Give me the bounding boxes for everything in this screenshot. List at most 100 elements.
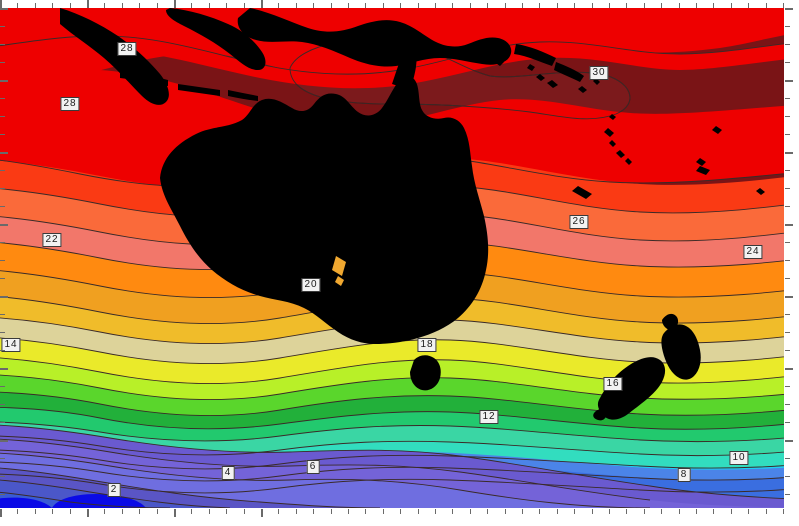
x-tick-minor-bottom <box>452 509 453 514</box>
y-tick-minor-right <box>785 350 790 351</box>
x-tick-minor-bottom <box>383 509 384 514</box>
y-tick-minor-left <box>0 134 5 135</box>
x-tick-minor-top <box>766 3 767 8</box>
x-tick-minor-bottom <box>766 509 767 514</box>
contour-label-12: 12 <box>479 410 499 424</box>
x-tick-minor-bottom <box>400 509 401 514</box>
x-tick-minor-top <box>644 3 645 8</box>
contour-label-28a: 28 <box>117 42 137 56</box>
y-tick-minor-right <box>785 206 790 207</box>
contour-label-2: 2 <box>107 483 121 497</box>
y-tick-minor-right <box>785 314 790 315</box>
y-tick-minor-left <box>0 260 5 261</box>
contour-label-22: 22 <box>42 233 62 247</box>
x-tick-minor-bottom <box>696 509 697 514</box>
x-tick-minor-bottom <box>365 509 366 514</box>
x-tick-minor-top <box>435 3 436 8</box>
map-plot-area: 30 28 28 26 24 22 20 18 16 14 12 10 8 6 … <box>0 8 785 509</box>
x-tick-minor-top <box>139 3 140 8</box>
x-tick-minor-top <box>418 3 419 8</box>
x-tick-minor-bottom <box>209 509 210 514</box>
y-tick-major-right <box>785 440 793 442</box>
x-tick-minor-bottom <box>191 509 192 514</box>
x-tick-minor-top <box>383 3 384 8</box>
x-tick-minor-top <box>626 3 627 8</box>
x-tick-minor-bottom <box>783 509 784 514</box>
y-tick-minor-left <box>0 62 5 63</box>
x-tick-major-bottom <box>174 509 176 517</box>
x-tick-major-top <box>174 0 176 8</box>
y-tick-minor-left <box>0 98 5 99</box>
y-tick-major-right <box>785 368 793 370</box>
x-tick-minor-top <box>452 3 453 8</box>
x-tick-minor-top <box>244 3 245 8</box>
y-tick-minor-right <box>785 332 790 333</box>
x-tick-minor-top <box>731 3 732 8</box>
x-tick-minor-top <box>17 3 18 8</box>
x-tick-major-top <box>261 0 263 8</box>
x-tick-minor-bottom <box>470 509 471 514</box>
y-tick-major-left <box>0 152 8 154</box>
x-tick-minor-bottom <box>226 509 227 514</box>
right-axis <box>784 8 799 508</box>
contour-label-10: 10 <box>729 451 749 465</box>
x-tick-minor-top <box>574 3 575 8</box>
contour-label-28b: 28 <box>60 97 80 111</box>
y-tick-major-right <box>785 152 793 154</box>
y-tick-minor-left <box>0 386 5 387</box>
x-tick-minor-top <box>557 3 558 8</box>
y-tick-minor-left <box>0 458 5 459</box>
x-tick-minor-bottom <box>661 509 662 514</box>
x-tick-minor-top <box>487 3 488 8</box>
y-tick-minor-left <box>0 116 5 117</box>
x-tick-minor-top <box>70 3 71 8</box>
x-tick-minor-bottom <box>418 509 419 514</box>
x-tick-minor-top <box>157 3 158 8</box>
y-tick-minor-left <box>0 242 5 243</box>
x-tick-minor-bottom <box>296 509 297 514</box>
y-tick-minor-right <box>785 404 790 405</box>
y-tick-minor-right <box>785 188 790 189</box>
y-tick-minor-left <box>0 170 5 171</box>
x-tick-minor-bottom <box>731 509 732 514</box>
y-tick-minor-right <box>785 494 790 495</box>
x-tick-minor-bottom <box>626 509 627 514</box>
y-tick-minor-right <box>785 242 790 243</box>
x-tick-minor-top <box>209 3 210 8</box>
x-tick-minor-bottom <box>139 509 140 514</box>
y-tick-major-left <box>0 8 8 10</box>
contour-label-6: 6 <box>306 460 320 474</box>
y-tick-minor-right <box>785 422 790 423</box>
x-tick-minor-top <box>226 3 227 8</box>
contour-label-14: 14 <box>1 338 21 352</box>
y-tick-minor-left <box>0 44 5 45</box>
x-tick-minor-bottom <box>52 509 53 514</box>
x-tick-minor-bottom <box>644 509 645 514</box>
y-tick-minor-left <box>0 494 5 495</box>
x-tick-minor-bottom <box>435 509 436 514</box>
x-tick-minor-top <box>522 3 523 8</box>
y-tick-minor-right <box>785 98 790 99</box>
y-tick-major-right <box>785 224 793 226</box>
y-tick-major-right <box>785 8 793 10</box>
y-tick-minor-left <box>0 278 5 279</box>
contour-label-4: 4 <box>221 466 235 480</box>
x-tick-minor-top <box>679 3 680 8</box>
x-tick-minor-top <box>313 3 314 8</box>
x-tick-minor-bottom <box>278 509 279 514</box>
x-tick-minor-bottom <box>505 509 506 514</box>
contour-label-24: 24 <box>743 245 763 259</box>
x-tick-minor-top <box>783 3 784 8</box>
x-tick-minor-top <box>122 3 123 8</box>
y-tick-major-right <box>785 296 793 298</box>
x-tick-minor-top <box>661 3 662 8</box>
y-tick-minor-right <box>785 134 790 135</box>
y-tick-minor-right <box>785 458 790 459</box>
y-tick-minor-right <box>785 260 790 261</box>
x-tick-minor-top <box>104 3 105 8</box>
x-tick-major-bottom <box>87 509 89 517</box>
x-tick-minor-top <box>296 3 297 8</box>
x-tick-minor-top <box>35 3 36 8</box>
x-tick-major-bottom <box>261 509 263 517</box>
